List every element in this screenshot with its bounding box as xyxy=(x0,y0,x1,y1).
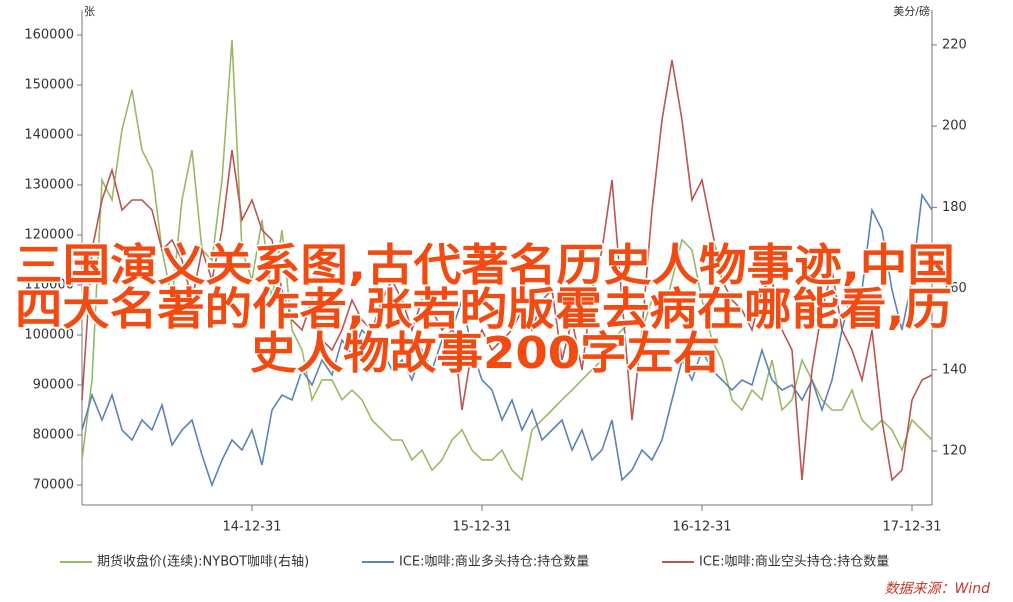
y2-tick-label: 140 xyxy=(942,362,967,377)
series-line xyxy=(81,59,933,482)
source: 数据来源：Wind xyxy=(885,581,991,597)
y2-tick-label: 120 xyxy=(942,443,967,458)
y-axis-title: 张 xyxy=(84,5,95,18)
y-tick-label: 150000 xyxy=(24,78,74,93)
y2-tick-label: 200 xyxy=(942,119,967,134)
x-tick-label: 15-12-31 xyxy=(452,520,511,535)
legend-label: 期货收盘价(连续):NYBOT咖啡(右轴) xyxy=(97,554,309,570)
x-tick-label: 14-12-31 xyxy=(222,520,281,535)
x-tick-label: 17-12-31 xyxy=(882,520,941,535)
y-tick-label: 140000 xyxy=(24,128,74,143)
y2-tick-label: 160 xyxy=(942,281,967,296)
y2-tick-label: 220 xyxy=(942,37,967,52)
y-tick-label: 110000 xyxy=(24,278,74,293)
y-tick-label: 100000 xyxy=(24,328,74,343)
x-tick-label: 16-12-31 xyxy=(672,520,731,535)
y-tick-label: 80000 xyxy=(33,428,74,443)
series-line xyxy=(81,192,933,488)
y-tick-label: 160000 xyxy=(24,28,74,43)
overlay-title: 三国演义关系图,古代著名历史人物事迹,中国 xyxy=(15,240,955,291)
series-line xyxy=(81,39,933,482)
y-tick-label: 120000 xyxy=(24,228,74,243)
overlay-title: 四大名著的作者,张若昀版霍去病在哪能看,历 xyxy=(15,284,952,335)
y-tick-label: 130000 xyxy=(24,178,74,193)
overlay-title: 史人物故事200字左右 xyxy=(250,328,720,379)
y-tick-label: 70000 xyxy=(33,478,74,493)
y2-tick-label: 180 xyxy=(942,200,967,215)
y2-axis-title: 美分/磅 xyxy=(893,4,930,18)
y-tick-label: 90000 xyxy=(33,378,74,393)
legend-label: ICE:咖啡:商业空头持仓:持仓数量 xyxy=(699,555,889,570)
legend-label: ICE:咖啡:商业多头持仓:持仓数量 xyxy=(399,554,589,570)
